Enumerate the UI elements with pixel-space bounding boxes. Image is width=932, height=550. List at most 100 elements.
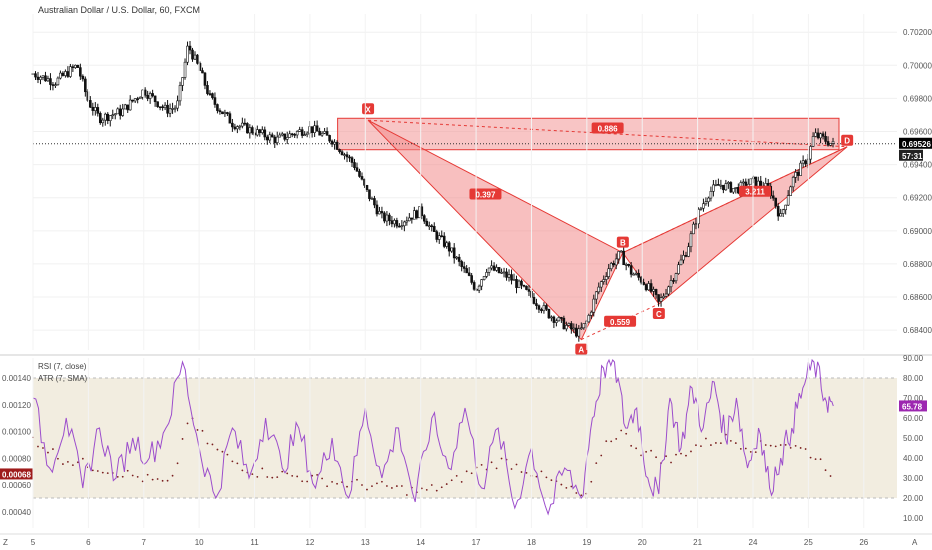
candle-body	[81, 75, 85, 80]
atr-dot	[256, 475, 259, 478]
atr-dot	[425, 488, 428, 491]
candle-body	[373, 198, 376, 206]
candle-body	[385, 214, 389, 222]
time-axis-left-corner[interactable]: Z	[3, 538, 8, 547]
atr-dot	[276, 476, 279, 479]
candle-body	[570, 323, 573, 330]
atr-dot	[251, 473, 254, 476]
candle-body	[694, 223, 698, 225]
candle-body	[672, 280, 675, 282]
atr-dot	[301, 480, 304, 483]
ratio-bd: 3.211	[745, 188, 765, 197]
candle-body	[131, 99, 134, 102]
atr-dot	[685, 454, 687, 457]
candle-body	[211, 93, 214, 98]
candle-body	[547, 309, 551, 319]
atr-dot	[700, 445, 702, 448]
candle-body	[717, 184, 720, 186]
candle-body	[348, 156, 351, 159]
symbol-title[interactable]: Australian Dollar / U.S. Dollar, 60, FXC…	[38, 5, 200, 15]
candle-body	[66, 71, 70, 77]
candle-body	[512, 279, 516, 281]
candle-body	[273, 136, 277, 143]
price-tick-label: 0.70200	[903, 28, 932, 37]
candle-body	[370, 198, 374, 200]
candle-body	[158, 106, 162, 108]
candle-body	[178, 85, 182, 102]
atr-current-badge-bg	[0, 468, 33, 480]
candle-body	[557, 317, 561, 322]
atr-dot	[376, 482, 378, 485]
candle-body	[233, 126, 237, 130]
candle-body	[101, 119, 105, 124]
time-tick-label: 6	[86, 538, 91, 547]
candle-body	[265, 136, 269, 141]
atr-dot	[809, 456, 812, 459]
candle-body	[427, 225, 431, 228]
price-tick-label: 0.69400	[903, 161, 932, 170]
pattern-bd-line	[622, 146, 848, 254]
candle-body	[353, 162, 356, 168]
candle-body	[582, 323, 586, 329]
candle-body	[809, 146, 812, 160]
price-tick-label: 0.68800	[903, 260, 932, 269]
candle-body	[323, 131, 326, 134]
candles-layer	[31, 40, 835, 342]
atr-dot	[670, 461, 672, 464]
candle-body	[497, 267, 501, 274]
candle-body	[280, 133, 284, 136]
candle-body	[634, 272, 638, 275]
atr-dot	[620, 429, 623, 432]
rsi-legend-label[interactable]: RSI (7, close)	[38, 362, 87, 371]
atr-legend-label[interactable]: ATR (7, SMA)	[38, 374, 88, 383]
candle-body	[295, 131, 299, 136]
atr-dot	[126, 469, 129, 472]
atr-dot	[605, 440, 608, 443]
atr-dot	[42, 447, 44, 449]
rsi-tick-label: 70.00	[903, 394, 924, 403]
price-tick-label: 0.69800	[903, 94, 932, 103]
candle-body	[418, 206, 421, 219]
candle-body	[619, 250, 623, 253]
candle-body	[293, 134, 296, 136]
atr-dot	[91, 469, 94, 472]
atr-dot	[241, 469, 244, 472]
candle-body	[330, 140, 334, 145]
candle-body	[485, 272, 488, 277]
candle-body	[343, 154, 346, 156]
candle-body	[482, 276, 486, 280]
candle-body	[49, 78, 52, 85]
candle-body	[465, 268, 468, 274]
candle-body	[592, 298, 596, 313]
time-axis[interactable]: 5 6 7 10 11 12 13 14 17 18 19 20 21 24 25 26	[0, 14, 932, 547]
countdown-badge: 57:31	[902, 152, 923, 161]
time-tick-label: 14	[416, 538, 425, 547]
candle-body	[774, 197, 778, 207]
countdown-badge-bg	[899, 149, 923, 161]
candle-body	[540, 309, 543, 312]
candle-body	[749, 178, 753, 185]
atr-dot	[336, 482, 338, 485]
candle-body	[450, 247, 454, 252]
candle-body	[567, 323, 571, 326]
atr-tick-label: 0.00080	[2, 454, 31, 463]
candle-body	[166, 104, 169, 114]
candle-body	[315, 125, 319, 132]
candle-body	[490, 265, 493, 269]
atr-dot	[231, 460, 234, 463]
candle-body	[378, 211, 381, 215]
atr-dot	[136, 475, 139, 478]
candle-body	[400, 225, 404, 228]
time-axis-right-corner[interactable]: A	[912, 538, 918, 547]
atr-dot	[739, 447, 742, 450]
rsi-current-badge: 65.78	[902, 402, 923, 411]
candle-body	[432, 226, 436, 232]
candle-body	[84, 78, 87, 93]
atr-dot	[281, 470, 284, 473]
indicator-pane[interactable]: 90.00 80.00 70.00 60.00 50.00 40.00 30.00 20.00…	[0, 354, 927, 523]
candle-body	[719, 184, 723, 187]
atr-dot	[381, 480, 383, 483]
candle-body	[74, 64, 77, 68]
rsi-line-layer	[32, 358, 834, 516]
